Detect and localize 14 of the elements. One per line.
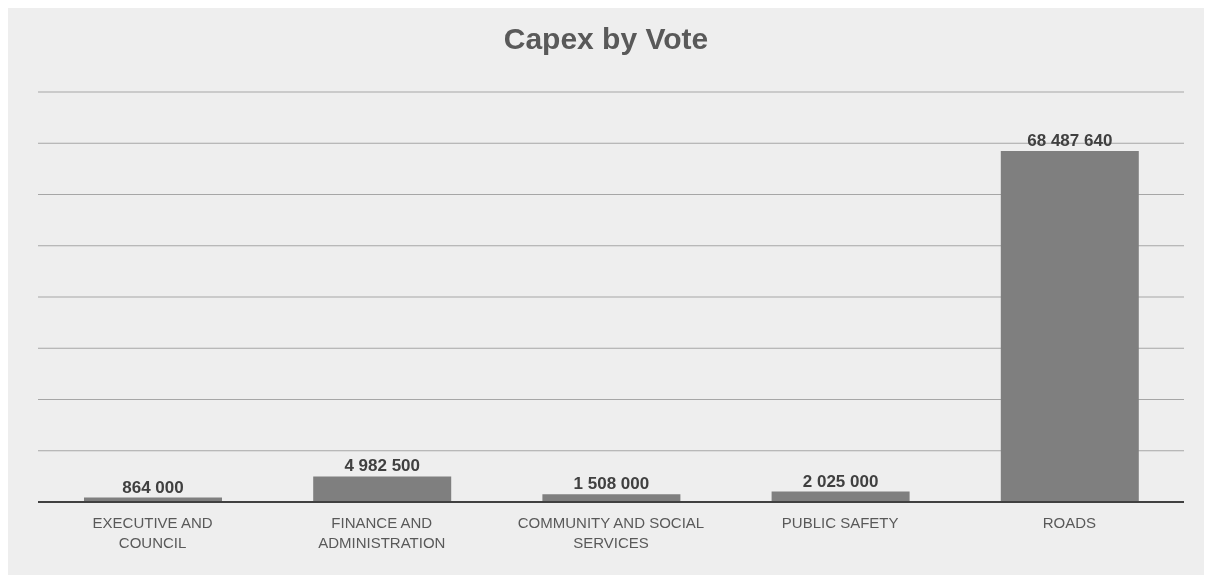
x-tick-label: COMMUNITY AND SOCIAL SERVICES — [517, 514, 705, 551]
data-label: 1 508 000 — [573, 474, 650, 494]
bar — [542, 494, 681, 502]
bar — [1000, 151, 1139, 502]
x-tick-label: FINANCE AND ADMINISTRATION — [318, 514, 446, 551]
x-tick-label: ROADS — [1042, 514, 1097, 531]
data-label: 2 025 000 — [802, 471, 879, 491]
bar — [313, 476, 452, 502]
data-label: 68 487 640 — [1027, 131, 1113, 150]
data-label: 4 982 500 — [344, 456, 421, 476]
x-tick-label: EXECUTIVE AND COUNCIL — [92, 514, 213, 551]
data-label: 864 000 — [122, 477, 184, 497]
x-tick-label: PUBLIC SAFETY — [781, 514, 899, 531]
chart-title: Capex by Vote — [502, 21, 710, 57]
